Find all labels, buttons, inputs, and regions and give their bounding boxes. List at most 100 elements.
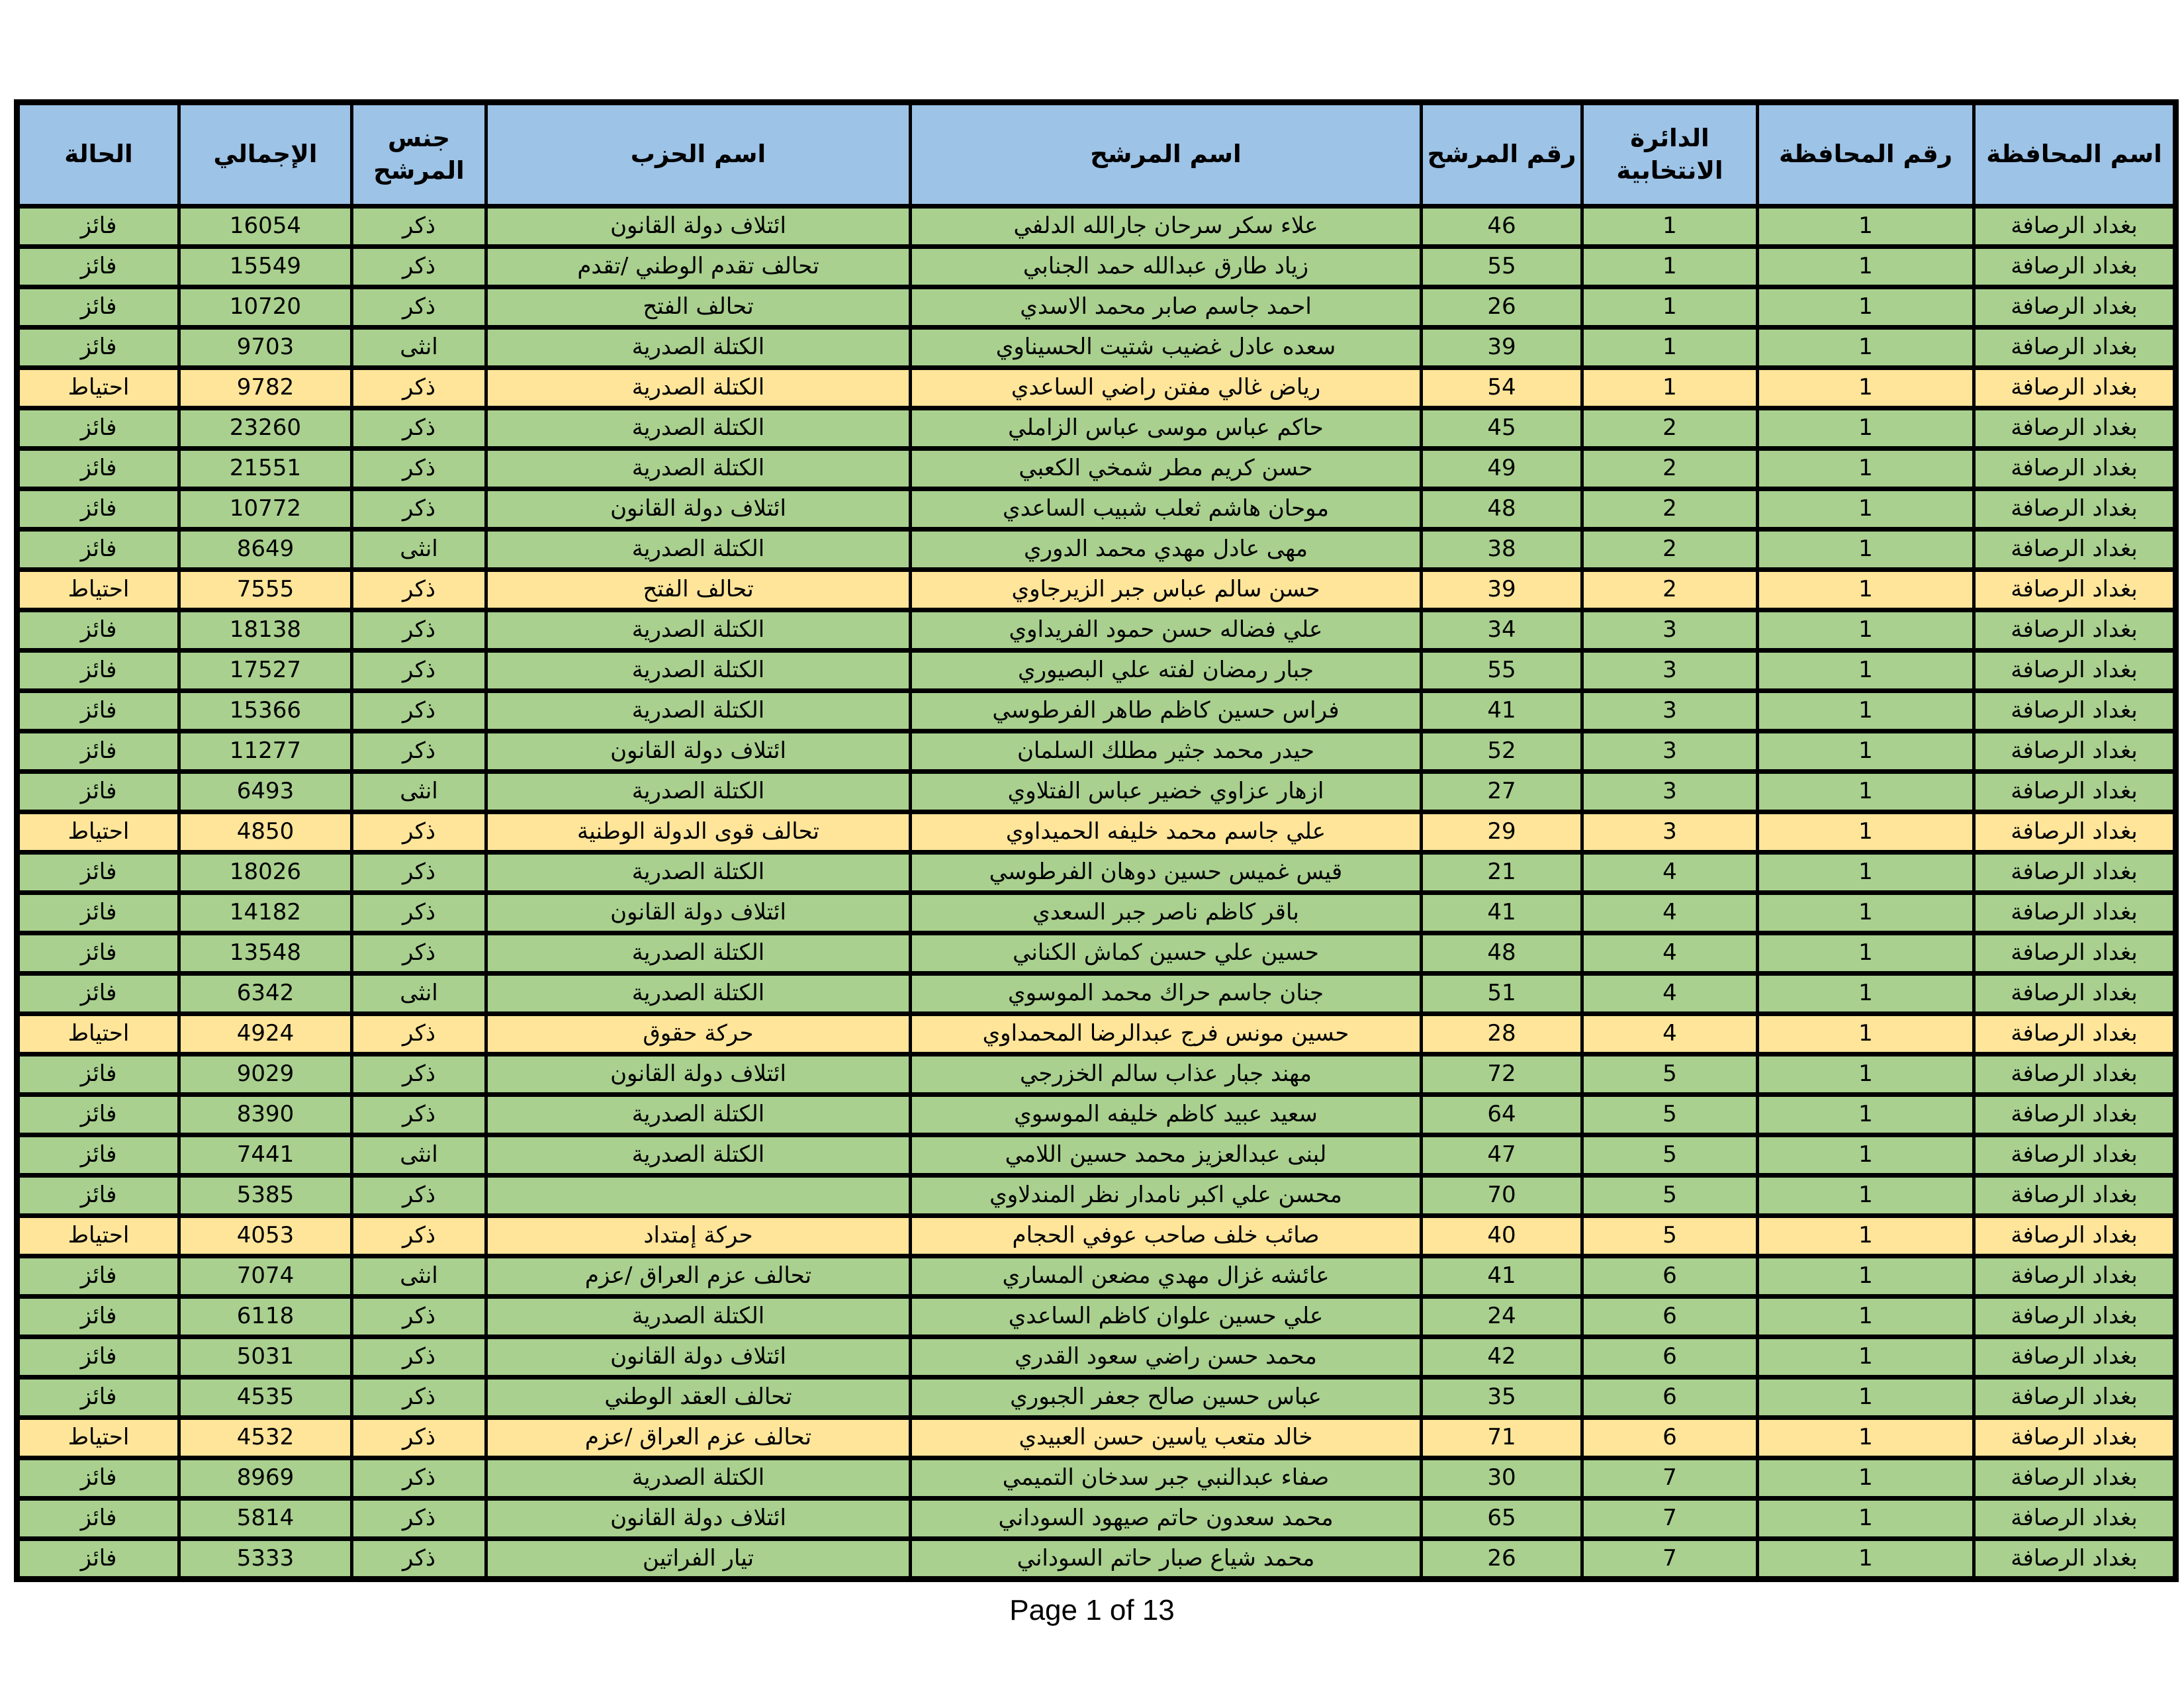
cell-candidate-name: فراس حسين كاظم طاهر الفرطوسي xyxy=(909,688,1423,733)
cell-governorate-name: بغداد الرصافة xyxy=(1972,648,2177,693)
cell-candidate-number: 24 xyxy=(1420,1294,1584,1339)
cell-electoral-district: 6 xyxy=(1580,1335,1759,1380)
cell-status: فائز xyxy=(15,527,181,572)
cell-total-votes: 21551 xyxy=(177,446,353,491)
cell-candidate-number: 71 xyxy=(1420,1415,1584,1460)
cell-electoral-district: 1 xyxy=(1580,285,1759,330)
cell-candidate-gender: ذكر xyxy=(350,1536,488,1581)
cell-candidate-name: موحان هاشم ثعلب شبيب الساعدي xyxy=(909,487,1423,532)
cell-candidate-name: محمد شياع صبار حاتم السوداني xyxy=(909,1536,1423,1581)
cell-candidate-name: رياض غالي مفتن راضي الساعدي xyxy=(909,365,1423,410)
cell-total-votes: 7441 xyxy=(177,1133,353,1178)
cell-candidate-gender: ذكر xyxy=(350,1335,488,1380)
column-header-status: الحالة xyxy=(15,100,181,209)
cell-candidate-number: 55 xyxy=(1420,244,1584,289)
cell-electoral-district: 7 xyxy=(1580,1536,1759,1581)
cell-party-name: الكتلة الصدرية xyxy=(484,1456,912,1501)
cell-governorate-number: 1 xyxy=(1756,608,1976,653)
cell-party-name: ائتلاف دولة القانون xyxy=(484,1335,912,1380)
cell-status: فائز xyxy=(15,1375,181,1420)
cell-electoral-district: 6 xyxy=(1580,1375,1759,1420)
cell-candidate-gender: ذكر xyxy=(350,810,488,855)
cell-governorate-name: بغداد الرصافة xyxy=(1972,1496,2177,1541)
cell-candidate-name: صائب خلف صاحب عوفي الحجام xyxy=(909,1213,1423,1258)
cell-governorate-number: 1 xyxy=(1756,365,1976,410)
cell-total-votes: 16054 xyxy=(177,204,353,249)
column-header-governorate-name: اسم المحافظة xyxy=(1972,100,2177,209)
cell-candidate-number: 45 xyxy=(1420,406,1584,451)
cell-total-votes: 17527 xyxy=(177,648,353,693)
cell-governorate-number: 1 xyxy=(1756,204,1976,249)
table-row: بغداد الرصافة 1 1 54 رياض غالي مفتن راضي الس… xyxy=(15,365,2177,410)
cell-status: احتياط xyxy=(15,365,181,410)
cell-electoral-district: 6 xyxy=(1580,1294,1759,1339)
cell-governorate-number: 1 xyxy=(1756,688,1976,733)
cell-candidate-gender: ذكر xyxy=(350,567,488,612)
table-row: بغداد الرصافة 1 1 46 علاء سكر سرحان جارالله … xyxy=(15,204,2177,249)
cell-electoral-district: 3 xyxy=(1580,688,1759,733)
cell-electoral-district: 1 xyxy=(1580,244,1759,289)
table-row: بغداد الرصافة 1 6 24 علي حسين علوان كاظم الس… xyxy=(15,1294,2177,1339)
page-number: Page 1 of 13 xyxy=(1009,1594,1175,1626)
cell-governorate-number: 1 xyxy=(1756,1213,1976,1258)
cell-status: احتياط xyxy=(15,1213,181,1258)
cell-governorate-name: بغداد الرصافة xyxy=(1972,608,2177,653)
cell-total-votes: 4924 xyxy=(177,1011,353,1056)
cell-candidate-name: سعده عادل غضيب شتيت الحسيناوي xyxy=(909,325,1423,370)
cell-governorate-number: 1 xyxy=(1756,810,1976,855)
cell-total-votes: 13548 xyxy=(177,931,353,976)
cell-electoral-district: 4 xyxy=(1580,850,1759,895)
cell-governorate-name: بغداد الرصافة xyxy=(1972,365,2177,410)
cell-status: فائز xyxy=(15,1092,181,1137)
cell-total-votes: 18138 xyxy=(177,608,353,653)
cell-candidate-name: مهى عادل مهدي محمد الدوري xyxy=(909,527,1423,572)
cell-candidate-number: 34 xyxy=(1420,608,1584,653)
cell-candidate-gender: ذكر xyxy=(350,1011,488,1056)
cell-governorate-number: 1 xyxy=(1756,1052,1976,1097)
table-row: بغداد الرصافة 1 7 65 محمد سعدون حاتم صيهود ا… xyxy=(15,1496,2177,1541)
cell-governorate-number: 1 xyxy=(1756,1092,1976,1137)
cell-governorate-number: 1 xyxy=(1756,406,1976,451)
cell-party-name: الكتلة الصدرية xyxy=(484,446,912,491)
cell-candidate-name: علي فضاله حسن حمود الفريداوي xyxy=(909,608,1423,653)
cell-governorate-name: بغداد الرصافة xyxy=(1972,1011,2177,1056)
table-row: بغداد الرصافة 1 6 35 عباس حسين صالح جعفر الج… xyxy=(15,1375,2177,1420)
cell-status: فائز xyxy=(15,688,181,733)
cell-candidate-name: احمد جاسم صابر محمد الاسدي xyxy=(909,285,1423,330)
cell-governorate-number: 1 xyxy=(1756,1011,1976,1056)
cell-candidate-name: زياد طارق عبدالله حمد الجنابي xyxy=(909,244,1423,289)
cell-status: فائز xyxy=(15,1173,181,1218)
cell-governorate-number: 1 xyxy=(1756,325,1976,370)
cell-governorate-name: بغداد الرصافة xyxy=(1972,1213,2177,1258)
cell-total-votes: 6493 xyxy=(177,769,353,814)
cell-party-name: ائتلاف دولة القانون xyxy=(484,729,912,774)
cell-governorate-name: بغداد الرصافة xyxy=(1972,850,2177,895)
cell-total-votes: 14182 xyxy=(177,890,353,935)
cell-candidate-name: حيدر محمد جثير مطلك السلمان xyxy=(909,729,1423,774)
cell-governorate-name: بغداد الرصافة xyxy=(1972,1254,2177,1299)
cell-candidate-number: 29 xyxy=(1420,810,1584,855)
cell-party-name: ائتلاف دولة القانون xyxy=(484,890,912,935)
cell-party-name: تحالف قوى الدولة الوطنية xyxy=(484,810,912,855)
cell-electoral-district: 5 xyxy=(1580,1173,1759,1218)
cell-electoral-district: 7 xyxy=(1580,1456,1759,1501)
cell-governorate-name: بغداد الرصافة xyxy=(1972,1133,2177,1178)
cell-status: فائز xyxy=(15,1133,181,1178)
cell-governorate-name: بغداد الرصافة xyxy=(1972,487,2177,532)
cell-governorate-number: 1 xyxy=(1756,769,1976,814)
table-row: بغداد الرصافة 1 4 41 باقر كاظم ناصر جبر السع… xyxy=(15,890,2177,935)
cell-total-votes: 6118 xyxy=(177,1294,353,1339)
cell-candidate-number: 41 xyxy=(1420,890,1584,935)
cell-total-votes: 9782 xyxy=(177,365,353,410)
cell-governorate-name: بغداد الرصافة xyxy=(1972,890,2177,935)
cell-status: فائز xyxy=(15,1496,181,1541)
cell-status: فائز xyxy=(15,1254,181,1299)
cell-status: فائز xyxy=(15,890,181,935)
cell-candidate-gender: ذكر xyxy=(350,648,488,693)
cell-governorate-number: 1 xyxy=(1756,1536,1976,1581)
cell-electoral-district: 1 xyxy=(1580,204,1759,249)
cell-total-votes: 7555 xyxy=(177,567,353,612)
cell-candidate-name: حاكم عباس موسى عباس الزاملي xyxy=(909,406,1423,451)
cell-electoral-district: 5 xyxy=(1580,1052,1759,1097)
